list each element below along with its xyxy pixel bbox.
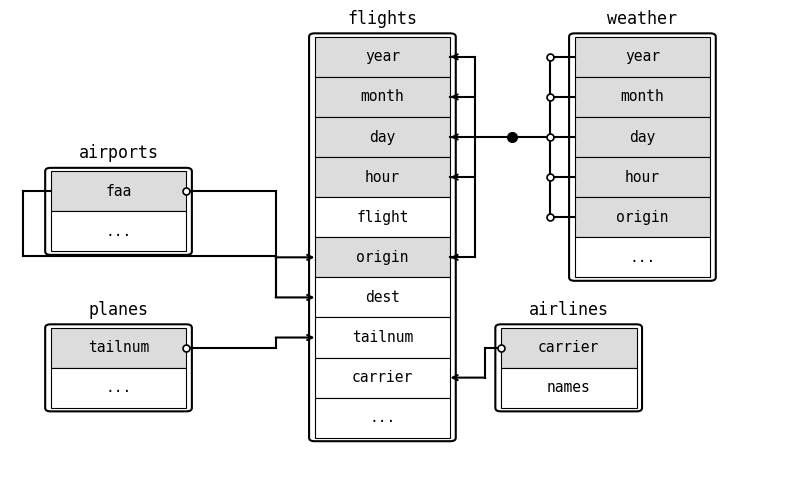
Text: year: year [625,49,660,64]
Text: airports: airports [78,144,158,163]
Bar [314,398,451,438]
Text: names: names [546,380,591,395]
Text: carrier: carrier [538,340,600,355]
Bar [314,317,451,358]
Text: airlines: airlines [529,301,609,319]
Text: faa: faa [105,184,131,199]
Text: day: day [630,130,656,145]
Text: tailnum: tailnum [352,330,413,345]
Text: hour: hour [365,170,400,185]
Text: flights: flights [348,10,417,28]
Text: ...: ... [630,250,656,265]
Bar [314,157,451,197]
FancyBboxPatch shape [309,33,455,441]
Bar [574,197,710,238]
Text: dest: dest [365,290,400,305]
FancyBboxPatch shape [495,324,642,411]
Text: ...: ... [105,224,131,239]
Text: flight: flight [356,210,409,225]
Text: ...: ... [369,410,395,425]
Text: month: month [360,89,404,104]
Bar [314,238,451,277]
Bar [314,77,451,117]
FancyBboxPatch shape [569,33,716,281]
FancyBboxPatch shape [45,324,192,411]
Bar [574,238,710,277]
Text: origin: origin [356,250,409,265]
Bar [314,358,451,398]
Text: year: year [365,49,400,64]
Text: day: day [369,130,395,145]
Bar [314,117,451,157]
Text: carrier: carrier [352,370,413,385]
Text: origin: origin [616,210,668,225]
Bar [314,277,451,317]
Bar [314,37,451,77]
Bar [51,368,186,408]
FancyBboxPatch shape [45,168,192,255]
Bar [51,171,186,212]
Bar [574,157,710,197]
Text: planes: planes [89,301,149,319]
Text: hour: hour [625,170,660,185]
Bar [574,37,710,77]
Bar [51,212,186,251]
Bar [51,328,186,368]
Bar [574,77,710,117]
Bar [314,197,451,238]
Text: weather: weather [607,10,677,28]
Bar [501,368,637,408]
Bar [574,117,710,157]
Text: month: month [621,89,664,104]
Text: tailnum: tailnum [88,340,149,355]
Text: ...: ... [105,380,131,395]
Bar [501,328,637,368]
